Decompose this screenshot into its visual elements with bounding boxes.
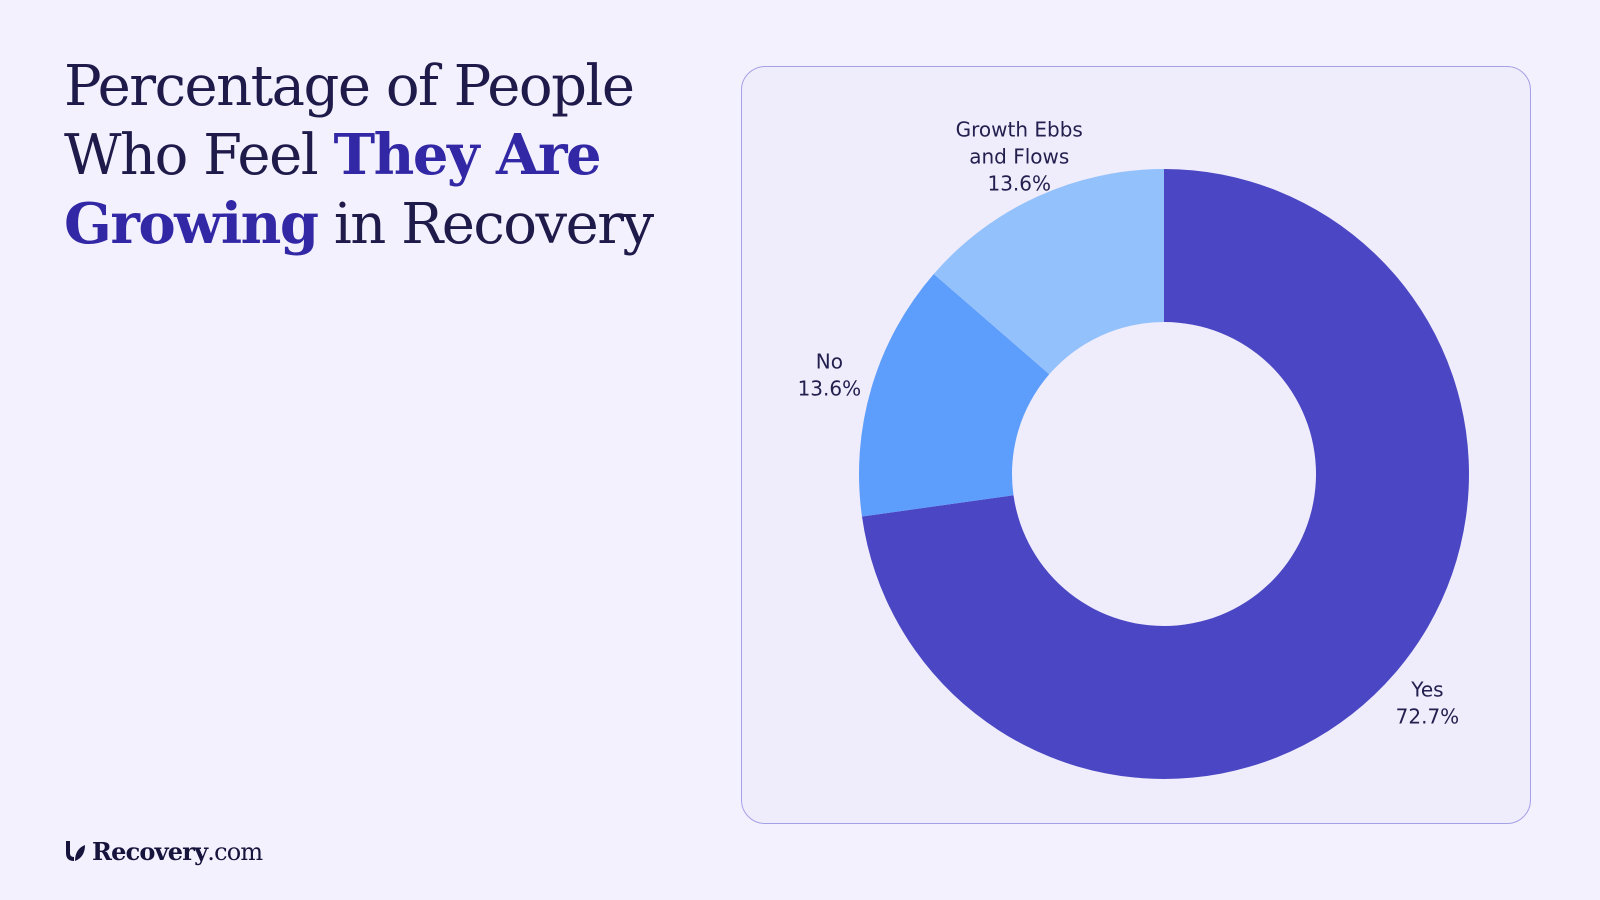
title-line-1: Percentage of People <box>64 54 635 119</box>
slice-label-yes: Yes 72.7% <box>1396 677 1460 728</box>
leaf-logo-icon <box>66 841 85 861</box>
donut-chart: Yes 72.7% No 13.6% Growth Ebbs and Flows 13.6% <box>798 117 1469 779</box>
logo-brand: Recovery <box>92 836 208 866</box>
title-accent-text: They Are <box>333 122 601 188</box>
logo-text: Recovery.com <box>92 836 263 866</box>
slice-label-growth-ebbs-and-flows: Growth Ebbs and Flows 13.6% <box>956 117 1083 195</box>
slice-labels: Yes 72.7% No 13.6% Growth Ebbs and Flows 13.6% <box>798 117 1460 728</box>
title-line-3: Growing in Recovery <box>64 190 684 259</box>
donut-slice-no <box>859 273 1050 517</box>
donut-slice-growth-ebbs-and-flows <box>933 169 1164 375</box>
donut-slices <box>859 169 1469 779</box>
chart-card: Yes 72.7% No 13.6% Growth Ebbs and Flows 13.6% <box>741 66 1531 824</box>
title-line-2: Who Feel They Are <box>64 121 684 190</box>
slice-label-no: No 13.6% <box>798 349 862 400</box>
donut-slice-yes <box>861 169 1469 779</box>
logo-suffix: .com <box>207 837 263 866</box>
title-accent-text: Growing <box>64 191 319 257</box>
page-title: Percentage of People Who Feel They Are G… <box>64 52 684 259</box>
title-plain-text: Who Feel <box>64 123 334 188</box>
title-plain-text: in Recovery <box>317 192 654 257</box>
brand-logo: Recovery.com <box>64 836 263 866</box>
